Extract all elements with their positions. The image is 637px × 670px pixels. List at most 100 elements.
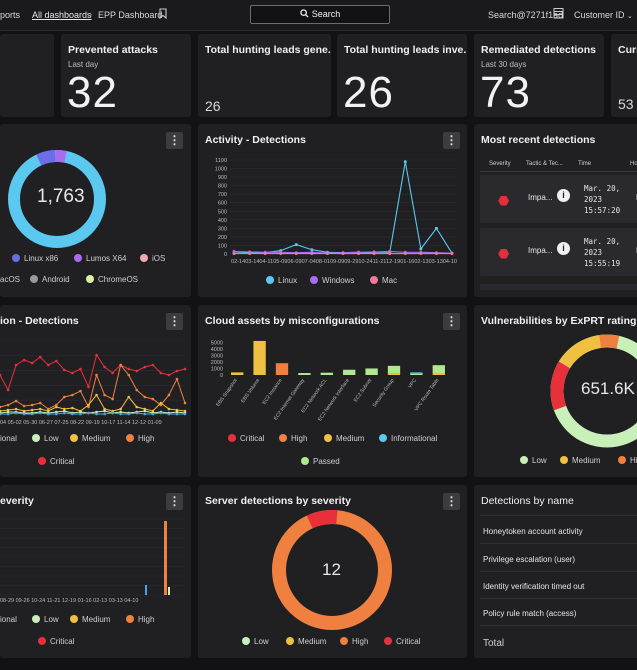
legend-item[interactable]: Linux: [266, 276, 297, 285]
legend-item[interactable]: High: [279, 434, 307, 443]
y-tick-label: 0: [224, 252, 227, 258]
data-point: [183, 409, 187, 413]
legend-item[interactable]: Linux x86: [12, 254, 58, 263]
data-point: [38, 411, 42, 415]
series-line-low: [0, 410, 186, 414]
x-tick-label: EC2 Instance: [261, 378, 283, 406]
data-point: [450, 252, 454, 256]
column-header-severity[interactable]: Severity: [489, 161, 511, 167]
bookmark-icon[interactable]: [159, 8, 167, 21]
list-item[interactable]: Privilege escalation (user): [483, 555, 576, 564]
legend-item[interactable]: acOS: [0, 275, 21, 284]
legend-item[interactable]: Critical: [228, 434, 264, 443]
kpi-value: 53: [618, 96, 634, 112]
kpi-subtitle: Last day: [68, 60, 99, 69]
data-point: [14, 363, 18, 367]
legend-item[interactable]: Android: [30, 275, 70, 284]
list-item[interactable]: Policy rule match (access): [483, 609, 577, 618]
user-menu[interactable]: Search@7271f1ad: [488, 10, 564, 20]
more-options-icon[interactable]: ⋮: [443, 132, 460, 149]
legend-item[interactable]: Critical: [38, 637, 74, 646]
more-options-icon[interactable]: ⋮: [443, 313, 460, 330]
activity-detections-card: Activity - Detections ⋮ 1100 1000 900 800 70…: [198, 124, 467, 297]
legend-item[interactable]: Medium: [560, 456, 600, 465]
x-tick-labels: 02-1403-1404-1105-0906-0907-0408-0109-09…: [231, 259, 457, 265]
legend-item[interactable]: High: [126, 434, 154, 443]
donut-segment-medium: [550, 334, 637, 448]
legend-item[interactable]: Medium: [286, 637, 326, 646]
legend-item[interactable]: Mac: [370, 276, 397, 285]
legend-item[interactable]: ChromeOS: [86, 275, 138, 284]
reports-link[interactable]: ports: [0, 10, 21, 20]
more-options-icon[interactable]: ⋮: [443, 493, 460, 510]
data-point: [167, 407, 171, 411]
y-tick-label: 5000: [211, 340, 223, 346]
kpi-title: Total hunting leads inve...: [344, 44, 467, 56]
critical-hexagon-icon: ⬣: [498, 193, 510, 208]
more-options-icon[interactable]: ⋮: [166, 313, 183, 330]
y-tick-label: 600: [218, 201, 227, 207]
more-options-icon[interactable]: ⋮: [166, 132, 183, 149]
data-point: [103, 393, 106, 397]
legend-item[interactable]: Windows: [310, 276, 354, 285]
data-point: [22, 358, 26, 362]
data-point: [111, 397, 114, 401]
bar-passed: [365, 368, 378, 375]
data-point: [63, 368, 66, 372]
data-point: [55, 359, 58, 363]
data-point: [434, 252, 438, 256]
all-dashboards-link[interactable]: All dashboards: [32, 10, 92, 20]
data-point: [151, 412, 155, 416]
column-header-time[interactable]: Time: [578, 161, 592, 167]
y-tick-label: 900: [218, 175, 227, 181]
kpi-prevented-attacks[interactable]: Prevented attacks Last day 32: [61, 34, 191, 117]
more-options-icon[interactable]: ⋮: [166, 493, 183, 510]
legend-item[interactable]: Medium: [324, 434, 364, 443]
legend-item[interactable]: Low: [242, 637, 269, 646]
kpi-hunting-leads-generated[interactable]: Total hunting leads gene... 26: [198, 34, 331, 117]
info-icon[interactable]: i: [557, 189, 570, 202]
legend-item[interactable]: ional: [0, 615, 17, 624]
kpi-remediated-detections[interactable]: Remediated detections Last 30 days 73: [474, 34, 604, 117]
list-item[interactable]: Identity verification timed out: [483, 582, 585, 591]
legend-item[interactable]: Hi: [618, 456, 637, 465]
series-line-informational: [0, 412, 185, 415]
legend-item[interactable]: Lumos X64: [74, 254, 126, 263]
data-point: [127, 367, 130, 371]
data-point: [71, 406, 74, 410]
legend-item[interactable]: High: [126, 615, 154, 624]
legend-item[interactable]: Informational: [379, 434, 437, 443]
customer-id-dropdown[interactable]: Customer ID ⌄: [574, 10, 633, 20]
legend-item[interactable]: iOS: [140, 254, 165, 263]
horizontal-scrollbar[interactable]: [480, 284, 637, 290]
legend-item[interactable]: Low: [32, 434, 59, 443]
legend-item[interactable]: High: [340, 637, 368, 646]
legend-item[interactable]: Medium: [70, 615, 110, 624]
card-title: everity: [0, 495, 34, 507]
recent-detections-card: Most recent detections Severity Tactic &…: [474, 124, 637, 297]
calendar-icon[interactable]: [553, 7, 564, 21]
legend-item[interactable]: ional: [0, 434, 17, 443]
data-point: [30, 408, 34, 412]
list-item[interactable]: Honeytoken account activity: [483, 527, 583, 536]
legend-item[interactable]: Critical: [384, 637, 420, 646]
legend-item[interactable]: Critical: [38, 457, 74, 466]
kpi-hunting-leads-investigated[interactable]: Total hunting leads inve... 26: [337, 34, 467, 117]
legend-item[interactable]: Medium: [70, 434, 110, 443]
data-point: [111, 409, 114, 413]
legend-item[interactable]: Low: [520, 456, 547, 465]
kpi-current-partial[interactable]: Curr 53: [611, 34, 637, 117]
info-icon[interactable]: i: [557, 242, 570, 255]
data-point: [135, 388, 139, 392]
data-point: [71, 393, 74, 397]
breadcrumb-current: EPP Dashboard: [98, 10, 163, 20]
column-header-tactic[interactable]: Tactic & Tec...: [526, 161, 563, 167]
column-header-host[interactable]: Ho: [630, 161, 637, 167]
data-point: [325, 252, 329, 256]
os-donut-card: ⋮ 1,763 Linux x86 Lumos X64 iOS acOS And…: [0, 124, 191, 297]
search-button[interactable]: Search: [250, 5, 390, 24]
legend-item[interactable]: Low: [32, 615, 59, 624]
legend-item[interactable]: Passed: [301, 457, 340, 466]
